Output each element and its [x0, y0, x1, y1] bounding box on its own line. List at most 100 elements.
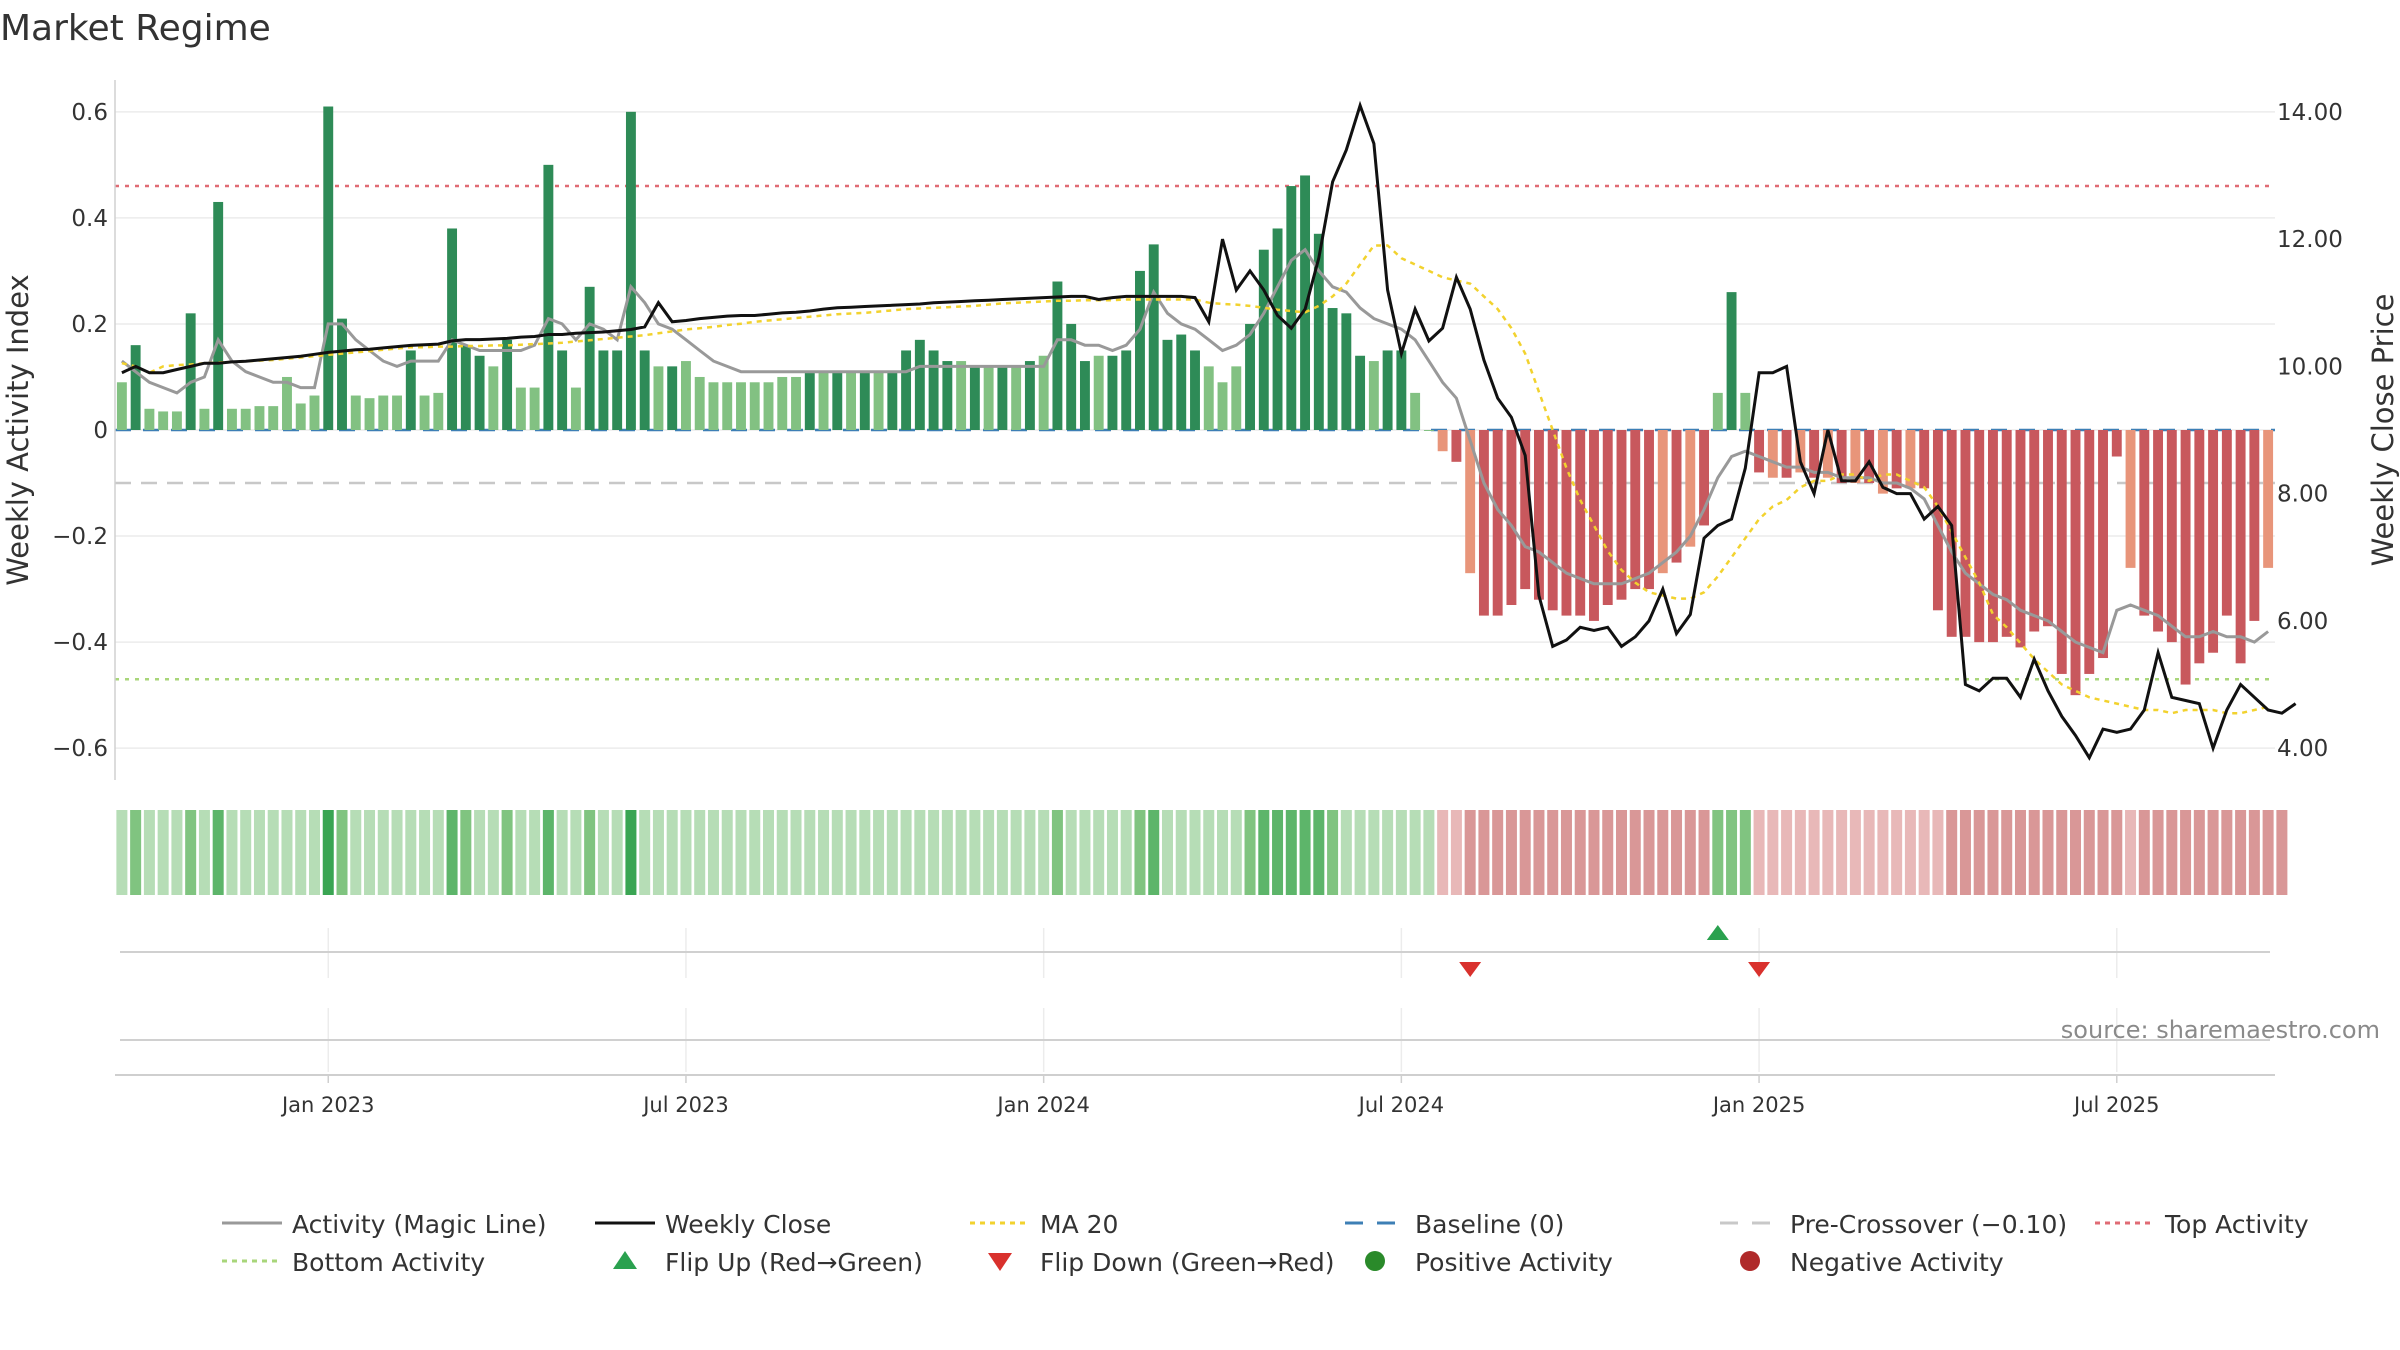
- strip-cell: [2083, 810, 2095, 895]
- activity-bar: [1726, 292, 1737, 430]
- strip-cell: [1230, 810, 1242, 895]
- strip-cell: [2166, 810, 2178, 895]
- strip-cell: [226, 810, 238, 895]
- strip-cell: [2070, 810, 2082, 895]
- strip-cell: [776, 810, 788, 895]
- activity-bar: [2235, 430, 2246, 664]
- activity-bar: [405, 350, 416, 430]
- legend-label: Pre-Crossover (−0.10): [1790, 1210, 2067, 1239]
- strip-cell: [2042, 810, 2054, 895]
- activity-bar: [2208, 430, 2219, 653]
- strip-cell: [790, 810, 802, 895]
- activity-bar: [1547, 430, 1558, 611]
- strip-cell: [1065, 810, 1077, 895]
- flip-markers-panel: [120, 925, 2270, 978]
- strip-cell: [1478, 810, 1490, 895]
- strip-cell: [749, 810, 761, 895]
- legend-label: Bottom Activity: [292, 1248, 485, 1277]
- strip-cell: [1395, 810, 1407, 895]
- strip-cell: [322, 810, 334, 895]
- strip-cell: [584, 810, 596, 895]
- activity-bar: [708, 382, 719, 430]
- activity-bar: [1974, 430, 1985, 643]
- activity-bar: [2001, 430, 2012, 637]
- activity-bar: [226, 408, 237, 430]
- legend-item: Negative Activity: [1740, 1248, 2004, 1277]
- activity-bar: [791, 376, 801, 430]
- strip-cell: [2276, 810, 2288, 895]
- activity-bar: [653, 366, 664, 430]
- activity-bar: [859, 371, 870, 430]
- legend-item: Positive Activity: [1365, 1248, 1613, 1277]
- activity-bar: [1079, 361, 1090, 430]
- strip-cell: [2056, 810, 2068, 895]
- activity-bar: [1011, 366, 1022, 430]
- activity-bar: [364, 398, 375, 430]
- activity-bar: [584, 286, 595, 430]
- strip-cell: [1299, 810, 1311, 895]
- strip-cell: [1203, 810, 1215, 895]
- activity-bar: [2194, 430, 2205, 664]
- legend-label: Negative Activity: [1790, 1248, 2004, 1277]
- strip-cell: [1808, 810, 1820, 895]
- strip-cell: [240, 810, 252, 895]
- activity-bar: [254, 406, 265, 430]
- activity-bar: [1630, 430, 1641, 590]
- activity-bar: [295, 403, 306, 430]
- activity-bar: [1327, 308, 1338, 430]
- activity-bar: [956, 361, 967, 430]
- activity-bar: [1300, 175, 1311, 430]
- activity-bar: [2043, 430, 2053, 627]
- activity-bar: [1355, 355, 1366, 430]
- strip-cell: [1450, 810, 1462, 895]
- activity-bar: [1451, 430, 1462, 462]
- strip-cell: [1175, 810, 1187, 895]
- strip-cell: [1368, 810, 1380, 895]
- activity-bar: [1190, 350, 1200, 430]
- strip-cell: [1574, 810, 1586, 895]
- activity-bar: [1286, 186, 1297, 430]
- strip-cell: [969, 810, 981, 895]
- activity-bar: [1410, 392, 1421, 430]
- activity-bar: [942, 361, 953, 430]
- x-tick-label: Jan 2024: [995, 1093, 1090, 1117]
- strip-cell: [1285, 810, 1297, 895]
- legend-label: MA 20: [1040, 1210, 1118, 1239]
- activity-bar: [1492, 430, 1503, 616]
- legend-label: Flip Up (Red→Green): [665, 1248, 923, 1277]
- strip-cell: [1836, 810, 1848, 895]
- activity-bar: [1781, 430, 1792, 478]
- strip-cell: [859, 810, 871, 895]
- strip-cell: [1602, 810, 1614, 895]
- activity-bar: [116, 382, 127, 430]
- strip-cell: [295, 810, 307, 895]
- strip-cell: [460, 810, 472, 895]
- activity-bar: [969, 366, 980, 430]
- strip-cell: [130, 810, 142, 895]
- strip-cell: [831, 810, 843, 895]
- activity-bar: [722, 382, 733, 430]
- activity-bar: [2180, 430, 2191, 685]
- activity-bar: [488, 366, 499, 430]
- strip-cell: [515, 810, 527, 895]
- legend-item: Flip Down (Green→Red): [988, 1248, 1335, 1277]
- activity-bar: [818, 371, 829, 430]
- activity-bar: [515, 387, 526, 430]
- activity-bar: [309, 395, 320, 430]
- activity-bar: [832, 371, 843, 430]
- activity-bar: [1478, 430, 1489, 616]
- strip-cell: [281, 810, 293, 895]
- activity-bar: [1148, 244, 1159, 430]
- strip-cell: [267, 810, 279, 895]
- activity-bar: [914, 339, 925, 430]
- strip-cell: [1051, 810, 1063, 895]
- activity-bar: [1052, 281, 1063, 430]
- activity-bar: [901, 350, 912, 430]
- activity-bar: [736, 382, 746, 430]
- strip-cell: [1739, 810, 1751, 895]
- legend-dot-icon: [1365, 1251, 1385, 1271]
- legend-flip-up-icon: [613, 1251, 637, 1269]
- strip-cell: [2180, 810, 2192, 895]
- legend-item: Activity (Magic Line): [222, 1210, 546, 1239]
